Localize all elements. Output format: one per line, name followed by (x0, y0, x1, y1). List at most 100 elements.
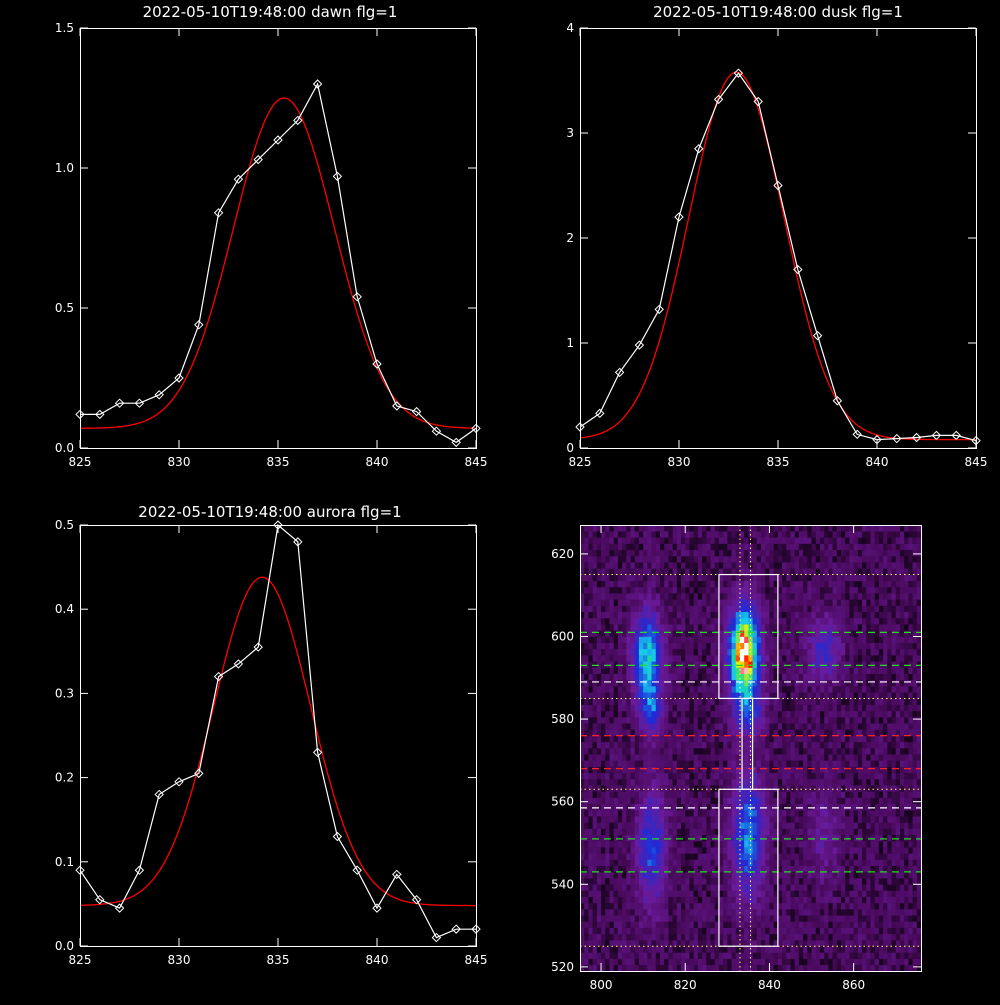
heatmap-cell (656, 581, 661, 587)
heatmap-cell (782, 965, 787, 971)
heatmap-cell (593, 928, 598, 934)
heatmap-cell (698, 940, 703, 946)
heatmap-cell (677, 903, 682, 909)
heatmap-cell (858, 946, 863, 952)
heatmap-cell (631, 649, 636, 655)
heatmap-cell (593, 568, 598, 574)
heatmap-cell (609, 959, 614, 965)
heatmap-cell (774, 760, 779, 766)
heatmap-cell (833, 637, 838, 643)
heatmap-cell (799, 915, 804, 921)
heatmap-cell (727, 754, 732, 760)
heatmap-cell (584, 878, 589, 884)
heatmap-cell (854, 736, 859, 742)
heatmap-cell (740, 866, 745, 872)
heatmap-cell (635, 791, 640, 797)
heatmap-cell (732, 853, 737, 859)
heatmap-cell (778, 909, 783, 915)
heatmap-cell (833, 760, 838, 766)
heatmap-cell (761, 562, 766, 568)
heatmap-cell (837, 643, 842, 649)
heatmap-cell (689, 606, 694, 612)
heatmap-cell (727, 959, 732, 965)
heatmap-cell (702, 742, 707, 748)
heatmap-cell (732, 890, 737, 896)
heatmap-cell (812, 841, 817, 847)
heatmap-cell (689, 934, 694, 940)
heatmap-cell (744, 643, 749, 649)
heatmap-cell (639, 903, 644, 909)
heatmap-cell (614, 952, 619, 958)
heatmap-cell (584, 940, 589, 946)
heatmap-cell (820, 798, 825, 804)
heatmap-cell (668, 767, 673, 773)
heatmap-cell (727, 890, 732, 896)
heatmap-cell (833, 562, 838, 568)
heatmap-cell (748, 618, 753, 624)
heatmap-cell (757, 562, 762, 568)
heatmap-cell (719, 550, 724, 556)
heatmap-cell (828, 785, 833, 791)
heatmap-cell (584, 649, 589, 655)
heatmap-cell (652, 705, 657, 711)
heatmap-cell (635, 575, 640, 581)
heatmap-cell (711, 680, 716, 686)
heatmap-cell (765, 866, 770, 872)
heatmap-cell (828, 767, 833, 773)
heatmap-cell (664, 544, 669, 550)
heatmap-cell (647, 661, 652, 667)
heatmap-cell (778, 742, 783, 748)
heatmap-cell (605, 606, 610, 612)
heatmap-cell (778, 544, 783, 550)
heatmap-cell (753, 624, 758, 630)
heatmap-cell (643, 705, 648, 711)
heatmap-cell (643, 544, 648, 550)
heatmap-cell (660, 915, 665, 921)
heatmap-cell (639, 649, 644, 655)
heatmap-cell (584, 822, 589, 828)
heatmap-cell (647, 649, 652, 655)
heatmap-cell (681, 562, 686, 568)
heatmap-cell (803, 853, 808, 859)
heatmap-cell (639, 760, 644, 766)
heatmap-cell (828, 897, 833, 903)
heatmap-cell (778, 612, 783, 618)
heatmap-cell (723, 959, 728, 965)
heatmap-cell (807, 575, 812, 581)
heatmap-cell (635, 612, 640, 618)
heatmap-cell (833, 705, 838, 711)
heatmap-cell (597, 612, 602, 618)
heatmap-cell (744, 593, 749, 599)
heatmap-cell (622, 562, 627, 568)
aurora-x-tick-label: 835 (267, 953, 290, 967)
heatmap-cell (748, 915, 753, 921)
heatmap-cell (816, 767, 821, 773)
heatmap-cell (845, 890, 850, 896)
heatmap-cell (656, 897, 661, 903)
heatmap-cell (660, 606, 665, 612)
heatmap-cell (614, 785, 619, 791)
heatmap-cell (622, 835, 627, 841)
heatmap-cell (694, 698, 699, 704)
heatmap-cell (849, 791, 854, 797)
heatmap-cell (647, 946, 652, 952)
heatmap-cell (736, 612, 741, 618)
heatmap-cell (761, 965, 766, 971)
heatmap-cell (601, 804, 606, 810)
heatmap-cell (593, 748, 598, 754)
heatmap-cell (609, 711, 614, 717)
heatmap-cell (652, 835, 657, 841)
heatmap-cell (631, 952, 636, 958)
heatmap-cell (685, 587, 690, 593)
heatmap-cell (765, 928, 770, 934)
aurora-fit-curve (80, 577, 476, 905)
heatmap-cell (790, 878, 795, 884)
heatmap-cell (719, 847, 724, 853)
heatmap-cell (824, 878, 829, 884)
heatmap-cell (660, 581, 665, 587)
heatmap-cell (702, 618, 707, 624)
heatmap-cell (841, 940, 846, 946)
heatmap-cell (698, 760, 703, 766)
heatmap-cell (786, 562, 791, 568)
heatmap-cell (597, 909, 602, 915)
